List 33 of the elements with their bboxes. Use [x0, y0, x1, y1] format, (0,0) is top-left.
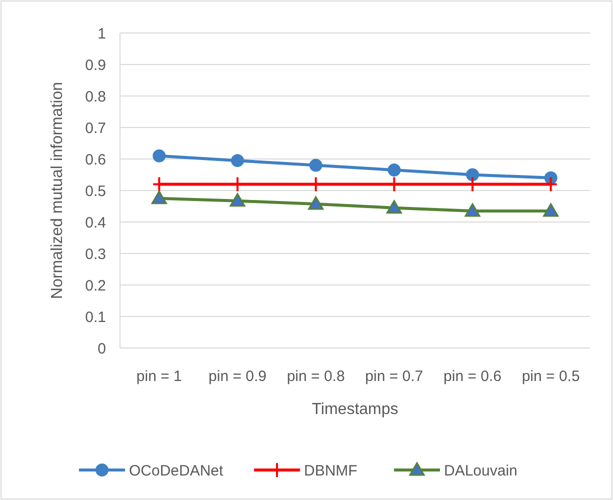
- legend-label: DBNMF: [304, 462, 358, 480]
- x-axis-title: Timestamps: [312, 401, 398, 418]
- point: [466, 168, 479, 182]
- point: [230, 193, 246, 207]
- x-tick-label: pin = 0.9: [208, 368, 266, 385]
- y-tick-label: 0.6: [85, 151, 106, 168]
- y-tick-label: 0.8: [85, 88, 106, 106]
- y-tick-label: 0: [98, 340, 106, 358]
- point: [231, 154, 244, 168]
- x-tick-label: pin = 0.5: [522, 368, 580, 385]
- y-tick-label: 0.7: [85, 120, 106, 137]
- y-tick-label: 0.1: [85, 308, 106, 326]
- y-tick-label: 0.5: [85, 182, 106, 200]
- x-tick-label: pin = 1: [136, 368, 182, 385]
- x-tick-label: pin = 0.8: [286, 368, 345, 385]
- legend-label: DALouvain: [444, 462, 518, 480]
- point: [308, 196, 324, 210]
- y-axis-title: Normalized mutual information: [49, 82, 66, 299]
- point: [464, 203, 480, 217]
- y-tick-label: 1: [98, 25, 106, 42]
- y-tick-label: 0.4: [85, 214, 106, 232]
- y-tick-label: 0.9: [85, 56, 106, 74]
- point: [152, 149, 166, 162]
- point: [309, 158, 322, 172]
- point: [543, 203, 559, 217]
- legend-label: OCoDeDANet: [129, 462, 224, 480]
- point: [388, 164, 401, 177]
- y-tick-label: 0.2: [85, 277, 106, 294]
- x-tick-label: pin = 0.7: [365, 368, 424, 385]
- x-tick-label: pin = 0.6: [444, 368, 502, 385]
- point: [151, 190, 167, 204]
- point: [386, 200, 402, 214]
- y-tick-label: 0.3: [85, 246, 106, 263]
